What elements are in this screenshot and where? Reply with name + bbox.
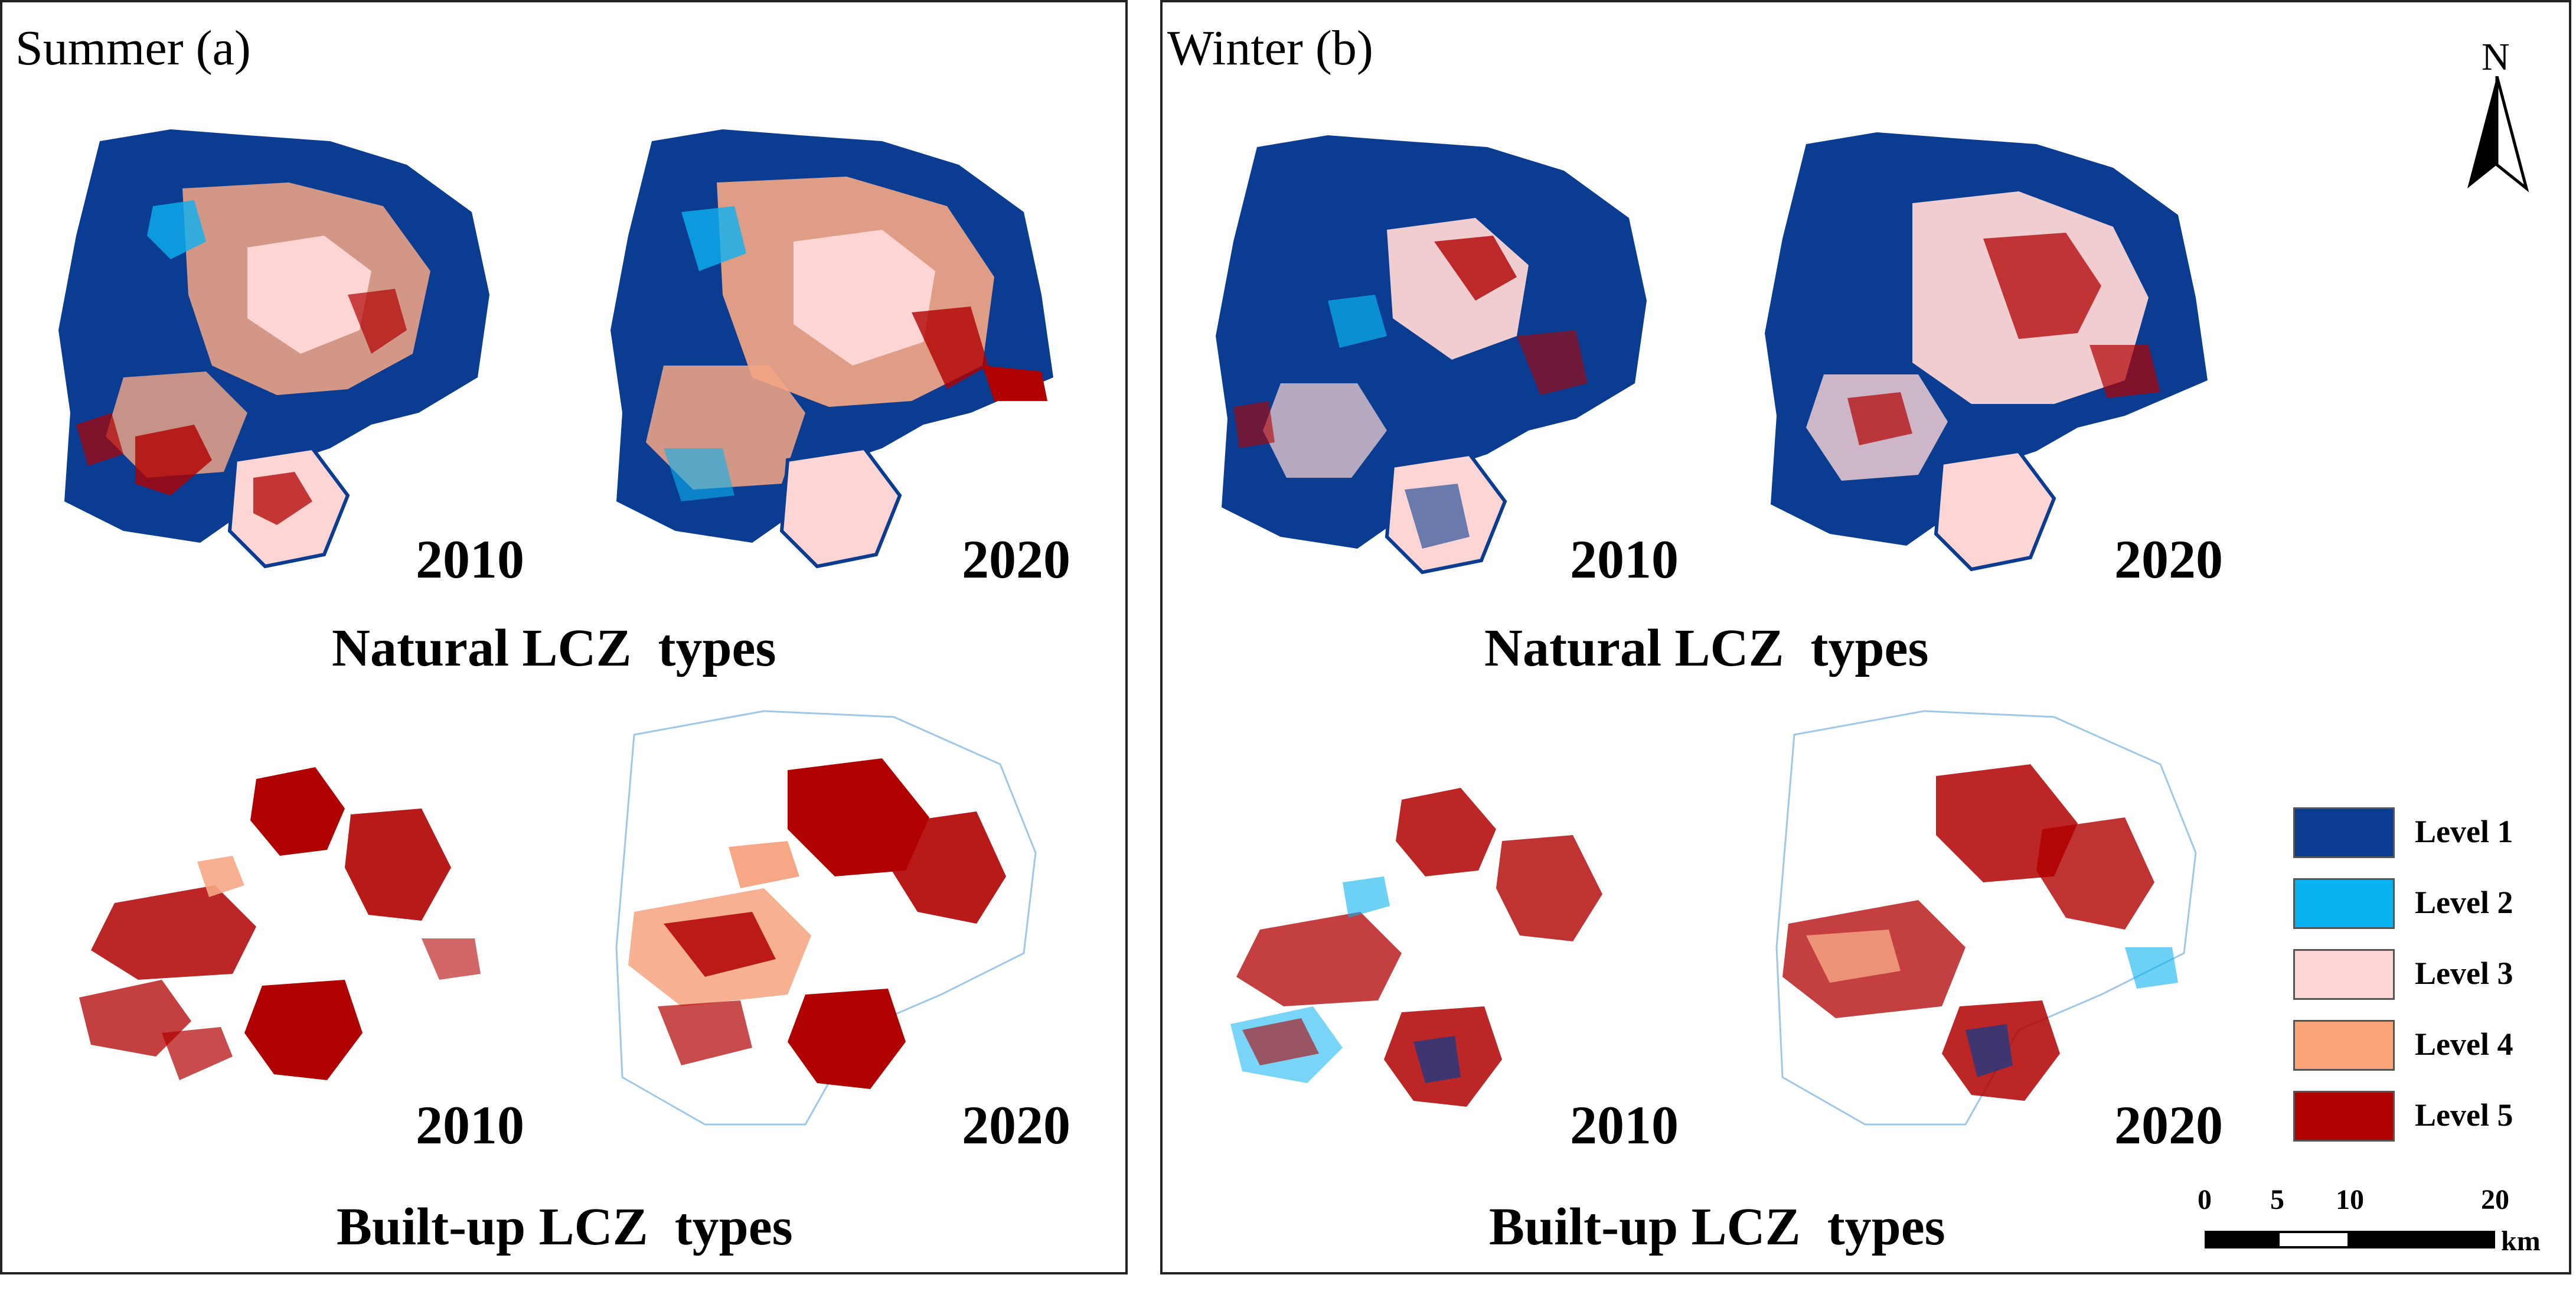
natural-caption: Natural LCZ types bbox=[332, 619, 776, 677]
winter-panel: Winter (b) N 2010 2020 Natural LCZ types bbox=[1160, 0, 2571, 1274]
north-label: N bbox=[2482, 35, 2510, 79]
map-summer-builtup-2010 bbox=[79, 767, 481, 1080]
scale-bar: 0 5 10 20 km bbox=[2198, 1184, 2559, 1260]
scale-tick-label: 0 bbox=[2198, 1184, 2212, 1215]
legend-swatch bbox=[2293, 878, 2395, 929]
year-label: 2010 bbox=[1570, 1095, 1679, 1155]
scale-unit: km bbox=[2501, 1225, 2541, 1257]
scale-segment bbox=[2205, 1231, 2277, 1248]
map-winter-natural-2020 bbox=[1765, 132, 2208, 572]
legend-label: Level 1 bbox=[2415, 814, 2513, 849]
map-winter-builtup-2020 bbox=[1775, 710, 2197, 1126]
panel-title: Winter (b) bbox=[1167, 21, 1373, 76]
year-label: 2020 bbox=[2114, 529, 2223, 589]
year-label: 2010 bbox=[416, 1095, 524, 1155]
builtup-caption: Built-up LCZ types bbox=[1489, 1198, 1945, 1256]
legend-swatch bbox=[2293, 1020, 2395, 1071]
legend-label: Level 2 bbox=[2415, 885, 2513, 920]
legend-label: Level 4 bbox=[2415, 1026, 2513, 1062]
legend-swatch bbox=[2293, 949, 2395, 1000]
year-label: 2020 bbox=[962, 529, 1070, 589]
year-label: 2020 bbox=[2114, 1095, 2223, 1155]
north-arrow-icon bbox=[2467, 76, 2529, 193]
year-label: 2010 bbox=[416, 529, 524, 589]
legend-swatch bbox=[2293, 807, 2395, 858]
summer-panel: Summer (a) 2010 2020 Natural LCZ types bbox=[0, 0, 1128, 1274]
builtup-caption: Built-up LCZ types bbox=[337, 1198, 793, 1256]
panel-title: Summer (a) bbox=[15, 21, 251, 76]
map-summer-builtup-2020 bbox=[615, 710, 1037, 1126]
legend-swatch bbox=[2293, 1091, 2395, 1142]
scale-segment bbox=[2277, 1231, 2350, 1248]
map-summer-natural-2010 bbox=[58, 129, 489, 569]
legend: Level 1 Level 2 Level 3 Level 4 Level 5 bbox=[2293, 807, 2553, 1156]
year-label: 2020 bbox=[962, 1095, 1070, 1155]
north-arrow: N bbox=[2456, 35, 2538, 193]
map-summer-natural-2020 bbox=[610, 129, 1053, 569]
scale-tick-label: 20 bbox=[2481, 1184, 2509, 1215]
map-winter-builtup-2010 bbox=[1230, 788, 1602, 1107]
legend-label: Level 3 bbox=[2415, 956, 2513, 991]
natural-caption: Natural LCZ types bbox=[1484, 619, 1929, 677]
legend-label: Level 5 bbox=[2415, 1097, 2513, 1133]
scale-segment bbox=[2350, 1231, 2495, 1248]
year-label: 2010 bbox=[1570, 529, 1679, 589]
scale-tick-label: 5 bbox=[2270, 1184, 2284, 1215]
scale-tick-label: 10 bbox=[2336, 1184, 2364, 1215]
map-winter-natural-2010 bbox=[1216, 135, 1647, 575]
